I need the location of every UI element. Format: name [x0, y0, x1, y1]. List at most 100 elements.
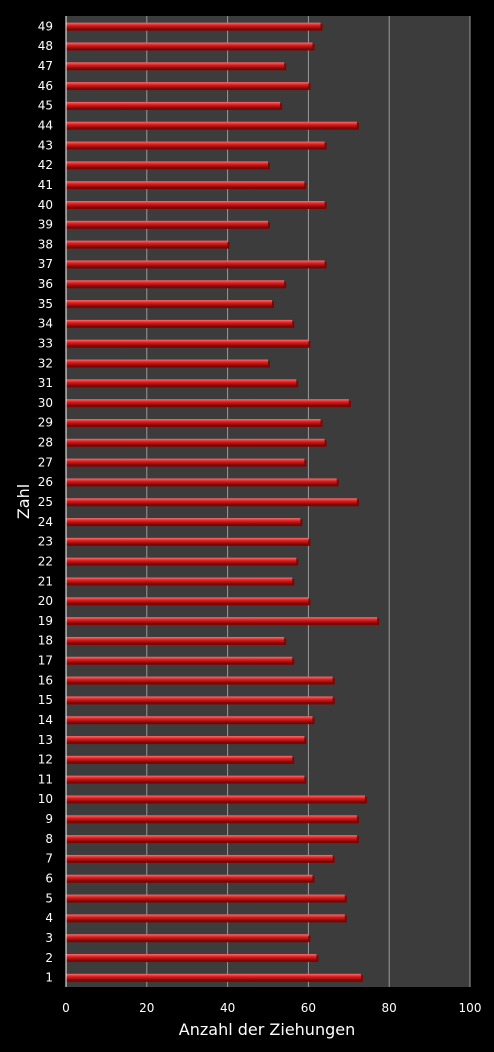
bar-43 — [66, 141, 327, 150]
bar-15 — [66, 696, 335, 705]
bar-32 — [66, 359, 270, 368]
bar-44 — [66, 121, 359, 130]
bar-31 — [66, 379, 299, 388]
x-tick-label: 100 — [459, 1001, 482, 1015]
bar-49 — [66, 22, 323, 31]
bar-18 — [66, 636, 287, 645]
bar — [66, 319, 293, 327]
y-tick-label: 17 — [38, 654, 53, 668]
bar — [66, 557, 297, 565]
y-tick-label: 23 — [38, 535, 53, 549]
y-tick-label: 44 — [38, 118, 53, 132]
bar-39 — [66, 220, 270, 229]
bar — [66, 478, 337, 485]
y-tick-label: 39 — [38, 218, 53, 232]
bar — [66, 201, 325, 208]
bar-48 — [66, 42, 315, 51]
y-tick-label: 29 — [38, 416, 53, 430]
bar — [66, 518, 301, 525]
bar — [66, 458, 305, 466]
bar — [66, 736, 305, 743]
x-tick-label: 0 — [62, 1001, 70, 1015]
bar-16 — [66, 676, 335, 685]
y-tick-label: 15 — [38, 693, 53, 707]
bar-11 — [66, 775, 307, 784]
bar — [66, 280, 285, 287]
bar — [66, 22, 321, 30]
bar-25 — [66, 498, 359, 507]
x-tick-label: 40 — [220, 1001, 235, 1015]
bar — [66, 954, 317, 961]
y-tick-label: 1 — [45, 971, 53, 985]
bar — [66, 379, 297, 386]
y-tick-label: 10 — [38, 792, 53, 806]
y-tick-label: 20 — [38, 594, 53, 608]
bar-40 — [66, 201, 327, 210]
x-tick-label: 80 — [382, 1001, 397, 1015]
bar — [66, 121, 357, 129]
y-tick-label: 41 — [38, 178, 53, 192]
bar — [66, 676, 333, 684]
bar — [66, 537, 309, 545]
bar-35 — [66, 300, 275, 309]
bars — [66, 22, 380, 982]
x-tick-label: 20 — [139, 1001, 154, 1015]
bar — [66, 835, 357, 842]
bar-45 — [66, 101, 283, 110]
y-tick-label: 24 — [38, 515, 53, 529]
y-tick-label: 4 — [45, 911, 53, 925]
y-tick-label: 12 — [38, 753, 53, 767]
y-tick-label: 43 — [38, 138, 53, 152]
bar-8 — [66, 835, 359, 844]
bar — [66, 934, 309, 941]
bar-17 — [66, 656, 295, 665]
bar-24 — [66, 518, 303, 527]
y-tick-label: 38 — [38, 237, 53, 251]
y-tick-label: 22 — [38, 554, 53, 568]
bar-38 — [66, 240, 230, 249]
bar-33 — [66, 339, 311, 348]
bar — [66, 161, 268, 168]
y-tick-label: 36 — [38, 277, 53, 291]
bar — [66, 498, 357, 505]
bar-2 — [66, 954, 319, 963]
bar — [66, 399, 349, 406]
bar-37 — [66, 260, 327, 269]
y-tick-label: 47 — [38, 59, 53, 73]
bar — [66, 300, 273, 307]
bar — [66, 696, 333, 703]
bar-41 — [66, 181, 307, 190]
bar-22 — [66, 557, 299, 566]
y-tick-label: 48 — [38, 39, 53, 53]
bar-47 — [66, 62, 287, 71]
bar-12 — [66, 755, 295, 764]
y-tick-label: 25 — [38, 495, 53, 509]
y-tick-label: 8 — [45, 832, 53, 846]
bar-36 — [66, 280, 287, 289]
bar — [66, 755, 293, 763]
bar — [66, 617, 378, 624]
y-tick-label: 37 — [38, 257, 53, 271]
bar — [66, 62, 285, 69]
y-tick-label: 42 — [38, 158, 53, 172]
bar-13 — [66, 736, 307, 745]
y-axis-title: Zahl — [14, 484, 33, 519]
bar — [66, 359, 268, 367]
bar — [66, 894, 345, 902]
y-tick-label: 13 — [38, 733, 53, 747]
bar-1 — [66, 973, 363, 982]
y-tick-label: 3 — [45, 931, 53, 945]
bar-14 — [66, 716, 315, 725]
bar-30 — [66, 399, 351, 408]
bar-26 — [66, 478, 339, 487]
y-tick-label: 16 — [38, 673, 53, 687]
y-tick-label: 2 — [45, 951, 53, 965]
bar — [66, 339, 309, 347]
bar — [66, 815, 357, 822]
bar-4 — [66, 914, 347, 923]
y-tick-label: 21 — [38, 574, 53, 588]
y-tick-label: 33 — [38, 336, 53, 350]
y-tick-label: 46 — [38, 79, 53, 93]
bar-28 — [66, 438, 327, 447]
